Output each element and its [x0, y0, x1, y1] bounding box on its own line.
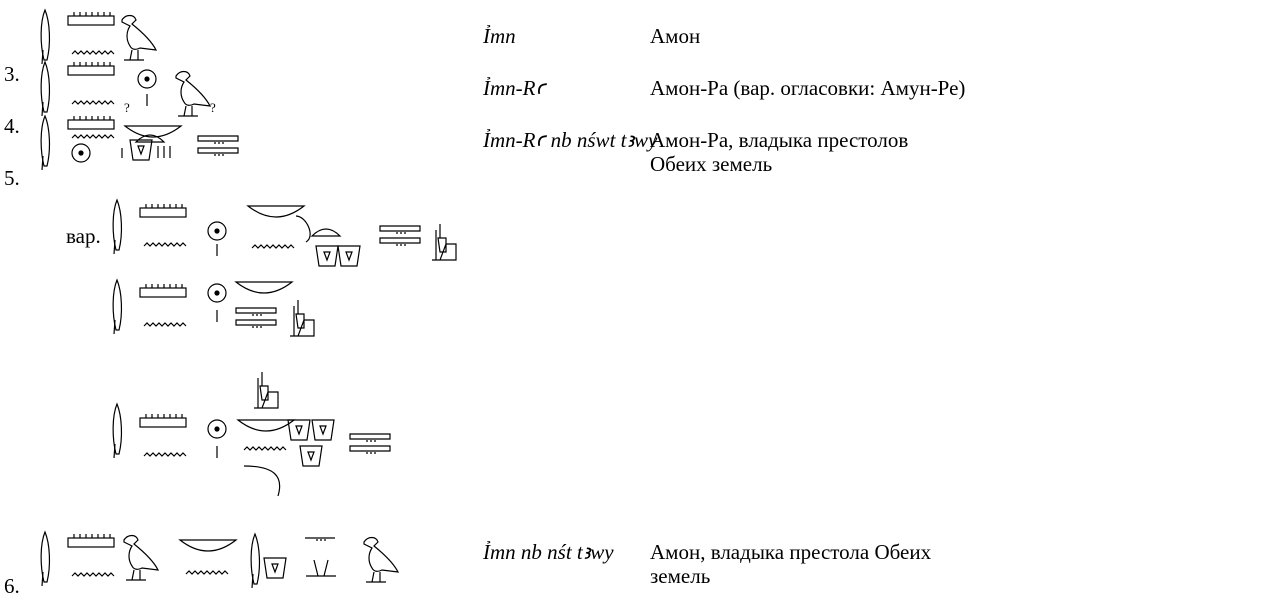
- transliteration: Ỉmn-Rꜥ: [483, 76, 546, 100]
- transliteration: Ỉmn: [483, 24, 516, 48]
- variant-2-glyphs: [112, 279, 315, 337]
- translation: Амон-Ра (вар. огласовки: Амун-Ре): [650, 76, 966, 100]
- translation: Амон: [650, 24, 701, 48]
- transliteration: Ỉmn-Rꜥ nb nśwt tꜣwy: [483, 128, 658, 152]
- entry-number: 6.: [4, 574, 20, 598]
- row-4-glyphs: [40, 61, 211, 117]
- row-3-glyphs: [40, 9, 157, 65]
- entry-number: 4.: [4, 114, 20, 138]
- translation: Амон-Ра, владыка престолов Обеих земель: [650, 128, 909, 176]
- transliteration: Ỉmn nb nśt tꜣwy: [483, 540, 614, 564]
- entry-number: 5.: [4, 166, 20, 190]
- entry-number: 3.: [4, 62, 20, 86]
- glyph-mark: ?: [124, 100, 130, 115]
- row-6-glyphs: [40, 531, 399, 589]
- glyph-mark: ?: [210, 100, 216, 115]
- variant-label: вар.: [66, 224, 101, 248]
- row-5-glyphs: [40, 115, 239, 171]
- variant-3-glyphs: [112, 371, 391, 497]
- translation: Амон, владыка престола Обеих земель: [650, 540, 932, 588]
- variant-1-glyphs: [112, 199, 457, 267]
